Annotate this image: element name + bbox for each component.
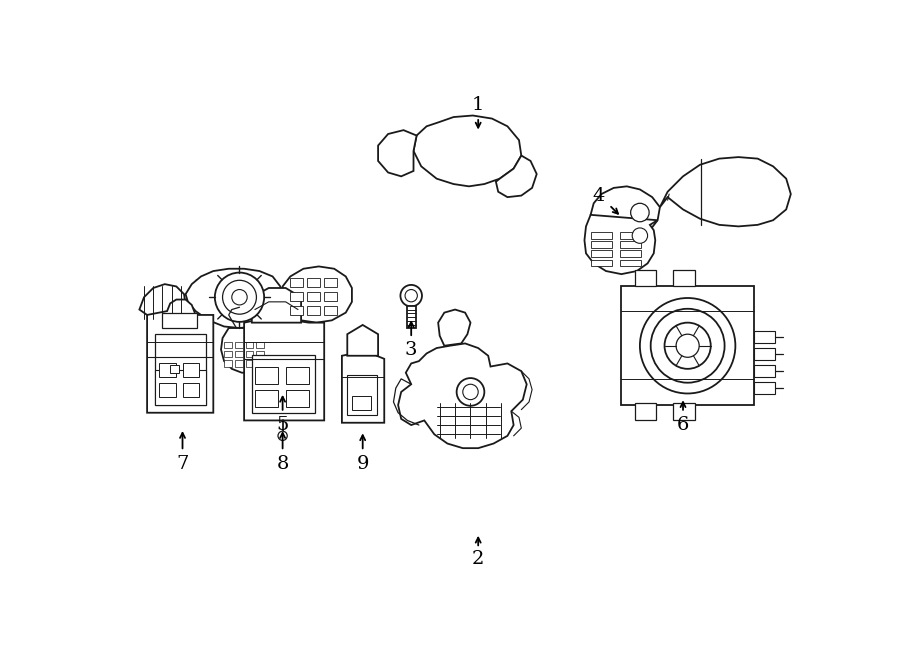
Bar [183,363,200,377]
Text: 3: 3 [405,340,418,358]
Bar [621,286,754,405]
Bar [634,403,656,420]
Polygon shape [185,269,283,328]
Bar [255,391,278,407]
Polygon shape [590,186,660,238]
Polygon shape [438,309,471,346]
Text: 5: 5 [276,416,289,434]
Bar [235,342,243,348]
Circle shape [664,323,711,369]
Circle shape [278,431,287,440]
Bar [252,355,315,412]
Bar [224,351,232,358]
Circle shape [463,384,478,400]
Bar [754,348,776,360]
Bar [620,251,642,257]
Bar [235,351,243,358]
Bar [246,360,254,367]
Bar [256,360,264,367]
Bar [256,351,264,358]
Polygon shape [221,328,270,373]
Polygon shape [407,307,416,328]
Bar [159,383,176,397]
Bar [352,396,371,410]
Bar [163,313,197,328]
Polygon shape [398,344,526,448]
Bar [155,370,205,405]
Polygon shape [584,215,658,274]
Circle shape [405,290,418,302]
Bar [307,292,320,301]
Text: 7: 7 [176,455,189,473]
Polygon shape [252,288,302,323]
Bar [155,334,205,405]
Bar [590,232,612,239]
Bar [590,251,612,257]
Polygon shape [140,284,185,321]
Bar [246,342,254,348]
Bar [754,382,776,394]
Bar [634,270,656,286]
Bar [256,342,264,348]
Text: 4: 4 [592,186,605,205]
Bar [235,360,243,367]
Bar [620,241,642,248]
Bar [347,375,376,415]
Bar [224,342,232,348]
Bar [754,331,776,344]
Bar [590,241,612,248]
Bar [291,305,302,315]
Bar [224,360,232,367]
Bar [291,292,302,301]
Bar [590,260,612,266]
Bar [620,260,642,266]
Bar [159,363,176,377]
Text: 8: 8 [276,455,289,473]
Circle shape [651,309,724,383]
Bar [754,365,776,377]
Circle shape [632,228,648,243]
Polygon shape [342,340,384,423]
Circle shape [232,290,248,305]
Bar [170,365,179,373]
Polygon shape [283,266,352,323]
Polygon shape [413,116,521,186]
Bar [307,278,320,288]
Polygon shape [244,305,324,420]
Bar [673,270,695,286]
Circle shape [456,378,484,406]
Circle shape [400,285,422,307]
Polygon shape [496,155,536,197]
Bar [291,278,302,288]
Circle shape [222,280,256,314]
Bar [246,351,254,358]
Circle shape [631,204,649,222]
Polygon shape [147,299,213,412]
Bar [285,368,309,384]
Bar [324,305,337,315]
Bar [324,292,337,301]
Bar [620,232,642,239]
Circle shape [640,298,735,393]
Text: 2: 2 [472,550,484,568]
Bar [183,383,200,397]
Circle shape [215,272,264,322]
Bar [285,391,309,407]
Bar [673,403,695,420]
Text: 1: 1 [472,96,484,114]
Text: 9: 9 [356,455,369,473]
Bar [324,278,337,288]
Polygon shape [660,157,791,226]
Polygon shape [378,130,417,176]
Bar [307,305,320,315]
Text: 6: 6 [677,416,689,434]
Circle shape [676,334,699,358]
Bar [255,368,278,384]
Polygon shape [347,325,378,356]
